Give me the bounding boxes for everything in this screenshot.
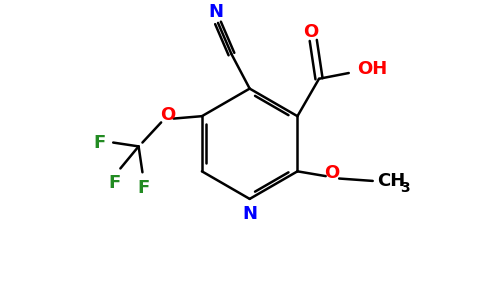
- Text: F: F: [108, 174, 121, 192]
- Text: 3: 3: [400, 181, 409, 195]
- Text: N: N: [208, 3, 223, 21]
- Text: N: N: [242, 205, 257, 223]
- Text: O: O: [324, 164, 340, 182]
- Text: F: F: [94, 134, 106, 152]
- Text: OH: OH: [357, 60, 388, 78]
- Text: O: O: [160, 106, 175, 124]
- Text: F: F: [137, 179, 150, 197]
- Text: O: O: [303, 23, 318, 41]
- Text: CH: CH: [378, 172, 406, 190]
